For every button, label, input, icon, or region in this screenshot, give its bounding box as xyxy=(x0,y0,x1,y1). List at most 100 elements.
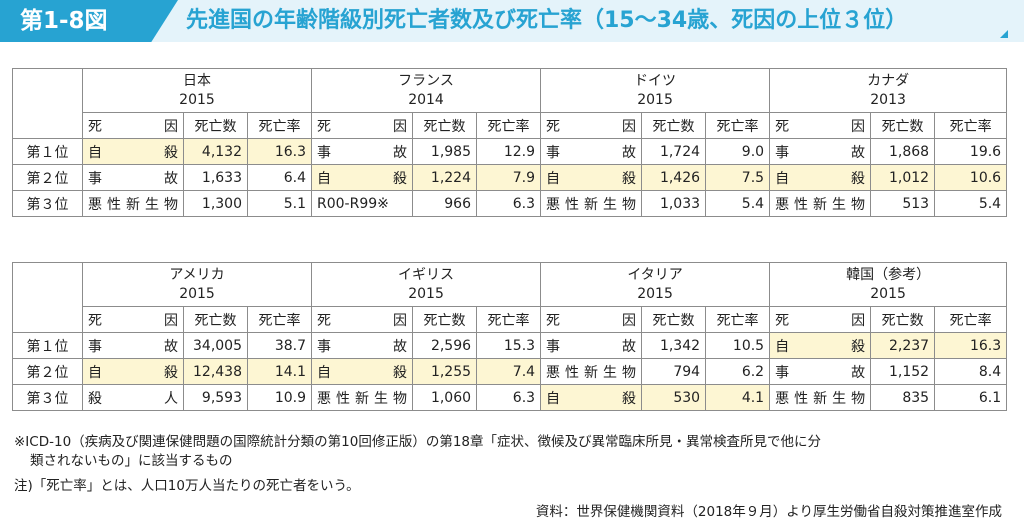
deaths-cell: 530 xyxy=(641,384,707,411)
cause-cell: 自殺 xyxy=(82,138,184,165)
corner-cell xyxy=(12,68,83,139)
country-header-row: 日本 2015 フランス 2014 ドイツ 2015 カナダ 2013 xyxy=(12,68,1008,139)
cause-cell: 事故 xyxy=(769,358,872,385)
column-label-cause: 死 因 xyxy=(769,306,872,333)
rank-label: 第１位 xyxy=(12,138,83,165)
rate-cell: 10.6 xyxy=(934,164,1008,191)
column-label-deaths: 死亡数 xyxy=(641,306,707,333)
rate-note: 注)「死亡率」とは、人口10万人当たりの死亡者をいう。 xyxy=(14,478,360,494)
cause-cell: 事故 xyxy=(311,138,413,165)
corner-triangle-icon xyxy=(1000,30,1008,38)
cause-cell: 事故 xyxy=(540,332,643,359)
rank-label: 第３位 xyxy=(12,384,83,411)
column-label-rate: 死亡率 xyxy=(246,306,313,333)
mortality-table-2: アメリカ 2015 イギリス 2015 イタリア 2015 韓国（参考） 2015 死 因死亡数… xyxy=(12,262,1008,411)
deaths-cell: 1,033 xyxy=(641,190,707,217)
column-label-rate: 死亡率 xyxy=(247,112,312,139)
table-row: 第１位 事故 34,005 38.7 事故 2,596 15.3 事故 1,342 10.5 自殺 2… xyxy=(12,332,1008,359)
corner-cell xyxy=(12,262,83,333)
deaths-cell: 1,724 xyxy=(641,138,707,165)
column-label-deaths: 死亡数 xyxy=(641,112,707,139)
table-row: 第２位 事故 1,633 6.4 自殺 1,224 7.9 自殺 1,426 7.5 自殺 1,012… xyxy=(12,164,1008,191)
rate-cell: 7.5 xyxy=(705,164,771,191)
deaths-cell: 1,060 xyxy=(412,384,478,411)
column-label-cause: 死 因 xyxy=(540,112,643,139)
country-year: 2014 xyxy=(408,91,444,108)
country-name: イギリス xyxy=(398,266,455,283)
cause-cell: 自殺 xyxy=(769,332,872,359)
column-label-cause: 死 因 xyxy=(540,306,643,333)
cause-cell: 悪性新生物 xyxy=(82,190,184,217)
column-label-cause: 死 因 xyxy=(311,112,413,139)
rate-cell: 7.9 xyxy=(475,164,542,191)
column-label-deaths: 死亡数 xyxy=(870,112,936,139)
cause-cell: 自殺 xyxy=(311,358,414,385)
table-row: 第３位 殺人 9,593 10.9 悪性新生物 1,060 6.3 自殺 530 4.1 悪性新生物… xyxy=(12,384,1008,411)
rate-cell: 6.1 xyxy=(934,384,1008,411)
table-row: 第１位 自殺 4,132 16.3 事故 1,985 12.9 事故 1,724 9.0 事故 1,8… xyxy=(12,138,1008,165)
rank-label: 第２位 xyxy=(12,164,83,191)
country-year: 2015 xyxy=(637,285,673,302)
figure-header: 第1-8図 先進国の年齢階級別死亡者数及び死亡率（15～34歳、死因の上位３位） xyxy=(0,0,1024,42)
cause-cell: 自殺 xyxy=(540,384,643,411)
country-name: アメリカ xyxy=(169,266,225,283)
cause-cell: 殺人 xyxy=(82,384,184,411)
rate-cell: 6.3 xyxy=(476,384,542,411)
deaths-cell: 1,255 xyxy=(412,358,478,385)
rate-cell: 6.3 xyxy=(475,190,542,217)
rank-label: 第２位 xyxy=(12,358,83,385)
rate-cell: 5.4 xyxy=(705,190,771,217)
rate-cell: 12.9 xyxy=(475,138,542,165)
column-label-deaths: 死亡数 xyxy=(183,112,248,139)
deaths-cell: 1,426 xyxy=(641,164,707,191)
column-label-cause: 死 因 xyxy=(82,112,184,139)
deaths-cell: 1,224 xyxy=(412,164,477,191)
cause-cell: 事故 xyxy=(82,332,184,359)
rate-cell: 10.5 xyxy=(705,332,771,359)
country-name: 日本 xyxy=(183,72,211,89)
deaths-cell: 9,593 xyxy=(183,384,248,411)
rate-cell: 8.4 xyxy=(934,358,1008,385)
country-year: 2013 xyxy=(870,91,906,108)
rate-cell: 5.1 xyxy=(247,190,312,217)
country-header: 韓国（参考） 2015 xyxy=(769,262,1008,307)
column-label-cause: 死 因 xyxy=(82,306,184,333)
deaths-cell: 513 xyxy=(870,190,936,217)
deaths-cell: 1,342 xyxy=(641,332,707,359)
deaths-cell: 1,868 xyxy=(870,138,936,165)
rate-cell: 7.4 xyxy=(476,358,542,385)
column-label-deaths: 死亡数 xyxy=(412,112,477,139)
rate-cell: 10.9 xyxy=(246,384,313,411)
rate-cell: 6.4 xyxy=(247,164,312,191)
column-label-deaths: 死亡数 xyxy=(412,306,478,333)
table-row: 第２位 自殺 12,438 14.1 自殺 1,255 7.4 悪性新生物 794 6.2 事故 1,… xyxy=(12,358,1008,385)
figure-number: 第1-8図 xyxy=(0,0,178,42)
cause-cell: 悪性新生物 xyxy=(311,384,414,411)
rate-cell: 4.1 xyxy=(705,384,771,411)
country-header: イギリス 2015 xyxy=(311,262,542,307)
country-name: カナダ xyxy=(867,72,910,89)
column-label-rate: 死亡率 xyxy=(705,112,771,139)
deaths-cell: 2,237 xyxy=(870,332,936,359)
column-label-deaths: 死亡数 xyxy=(870,306,936,333)
column-label-rate: 死亡率 xyxy=(475,112,542,139)
rate-cell: 6.2 xyxy=(705,358,771,385)
icd-note-line-2: 類されないもの」に該当するもの xyxy=(30,453,233,469)
cause-cell: 自殺 xyxy=(769,164,872,191)
table-2-body: アメリカ 2015 イギリス 2015 イタリア 2015 韓国（参考） 2015 死 因死亡数… xyxy=(12,262,1008,411)
cause-cell: 事故 xyxy=(311,332,414,359)
country-name: 韓国（参考） xyxy=(846,266,931,283)
rank-label: 第３位 xyxy=(12,190,83,217)
icd-note-line-1: ※ICD-10（疾病及び関連保健問題の国際統計分類の第10回修正版）の第18章「… xyxy=(14,434,822,450)
cause-cell: R00-R99※ xyxy=(311,190,413,217)
deaths-cell: 4,132 xyxy=(183,138,248,165)
country-year: 2015 xyxy=(179,91,215,108)
column-header-row: 死 因死亡数 死亡率死 因死亡数 死亡率死 因死亡数 死亡率死 因死亡数 死亡率 xyxy=(13,112,1008,139)
country-header-row: アメリカ 2015 イギリス 2015 イタリア 2015 韓国（参考） 2015 xyxy=(12,262,1008,333)
deaths-cell: 12,438 xyxy=(183,358,248,385)
rate-cell: 19.6 xyxy=(934,138,1008,165)
country-year: 2015 xyxy=(870,285,906,302)
country-name: イタリア xyxy=(627,266,683,283)
country-year: 2015 xyxy=(179,285,215,302)
cause-cell: 悪性新生物 xyxy=(769,190,872,217)
